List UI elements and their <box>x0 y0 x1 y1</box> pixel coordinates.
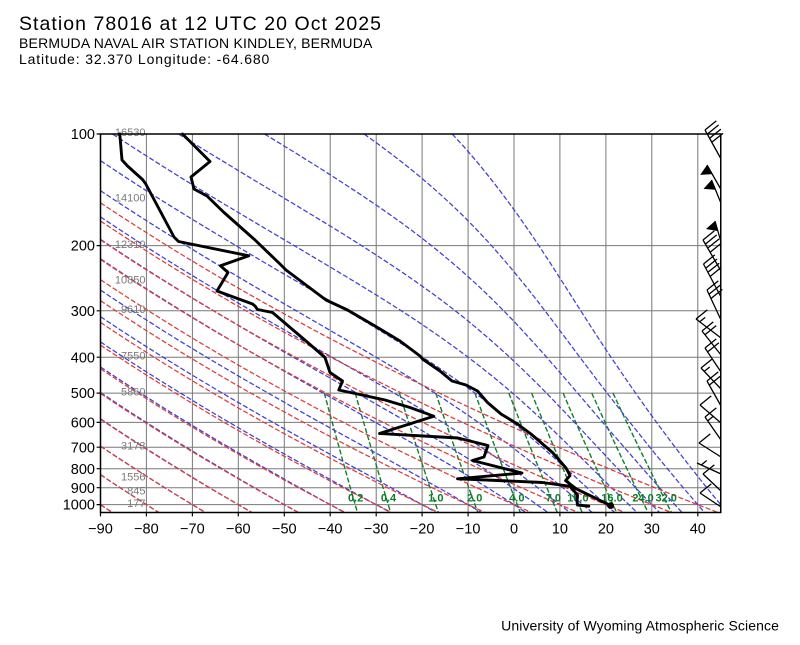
svg-text:1000: 1000 <box>63 498 95 514</box>
svg-text:−80: −80 <box>134 522 159 538</box>
svg-text:32.0: 32.0 <box>655 493 676 505</box>
svg-text:4.0: 4.0 <box>509 493 524 505</box>
svg-text:−30: −30 <box>364 522 389 538</box>
svg-text:30: 30 <box>644 522 660 538</box>
svg-text:−20: −20 <box>410 522 435 538</box>
svg-text:24.0: 24.0 <box>632 493 653 505</box>
svg-text:10: 10 <box>552 522 568 538</box>
svg-text:−70: −70 <box>180 522 205 538</box>
svg-text:−50: −50 <box>272 522 297 538</box>
svg-text:7550: 7550 <box>121 350 145 362</box>
svg-text:0: 0 <box>510 522 518 538</box>
svg-text:177: 177 <box>127 498 145 510</box>
svg-text:7.0: 7.0 <box>546 493 561 505</box>
svg-text:400: 400 <box>71 350 95 366</box>
svg-text:16.0: 16.0 <box>601 493 622 505</box>
svg-text:−90: −90 <box>88 522 113 538</box>
svg-text:100: 100 <box>71 127 95 143</box>
svg-text:Latitude: 32.370 Longitude: -6: Latitude: 32.370 Longitude: -64.680 <box>19 51 270 67</box>
svg-text:−60: −60 <box>226 522 251 538</box>
svg-text:16530: 16530 <box>115 127 146 139</box>
svg-text:2.0: 2.0 <box>467 493 482 505</box>
svg-text:0.4: 0.4 <box>381 493 397 505</box>
svg-text:12310: 12310 <box>115 239 146 251</box>
svg-text:3173: 3173 <box>121 440 145 452</box>
svg-text:0.2: 0.2 <box>348 493 363 505</box>
svg-text:5860: 5860 <box>121 386 145 398</box>
svg-text:200: 200 <box>71 239 95 255</box>
svg-text:40: 40 <box>690 522 706 538</box>
svg-text:20: 20 <box>598 522 614 538</box>
svg-text:300: 300 <box>71 304 95 320</box>
svg-text:9610: 9610 <box>121 304 145 316</box>
svg-text:10850: 10850 <box>115 275 146 287</box>
svg-text:700: 700 <box>71 440 95 456</box>
svg-text:Station 78016 at 12 UTC 20 Oct: Station 78016 at 12 UTC 20 Oct 2025 <box>19 13 382 35</box>
svg-text:600: 600 <box>71 416 95 432</box>
svg-text:1.0: 1.0 <box>428 493 443 505</box>
svg-text:BERMUDA NAVAL AIR STATION KIND: BERMUDA NAVAL AIR STATION KINDLEY, BERMU… <box>19 35 373 51</box>
svg-text:14100: 14100 <box>115 193 146 205</box>
svg-text:900: 900 <box>71 481 95 497</box>
svg-text:500: 500 <box>71 386 95 402</box>
svg-text:1556: 1556 <box>121 472 145 484</box>
svg-text:−40: −40 <box>318 522 343 538</box>
svg-text:845: 845 <box>127 485 145 497</box>
svg-text:800: 800 <box>71 462 95 478</box>
svg-text:University of Wyoming Atmosphe: University of Wyoming Atmospheric Scienc… <box>501 618 779 634</box>
svg-text:−10: −10 <box>456 522 481 538</box>
